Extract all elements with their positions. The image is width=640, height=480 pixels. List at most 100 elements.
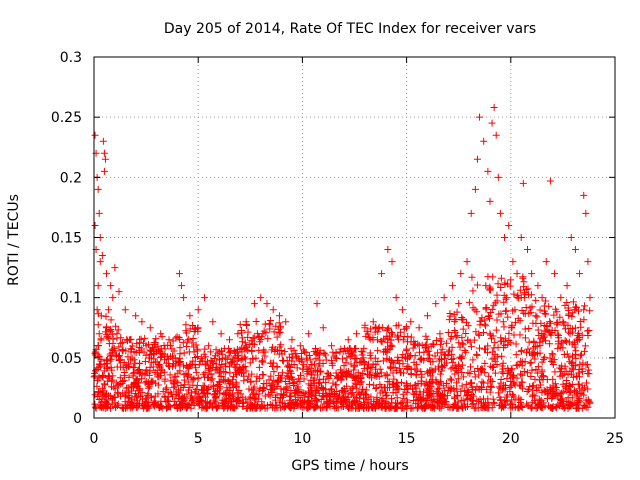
data-point — [304, 404, 312, 412]
data-point — [359, 354, 367, 362]
data-point — [500, 323, 508, 331]
data-point — [350, 366, 358, 374]
data-point — [364, 365, 372, 373]
data-point — [99, 371, 107, 379]
data-point — [562, 397, 570, 405]
data-point — [110, 344, 118, 352]
data-point — [580, 316, 588, 324]
data-point — [261, 392, 269, 400]
data-point — [98, 395, 106, 403]
data-point — [451, 370, 459, 378]
data-point — [381, 388, 389, 396]
data-point — [186, 312, 194, 320]
data-point — [192, 368, 200, 376]
data-point — [487, 383, 495, 391]
data-point — [203, 398, 211, 406]
data-point — [557, 365, 565, 373]
data-point — [480, 403, 488, 411]
data-point — [444, 328, 452, 336]
data-point — [269, 404, 277, 412]
data-point — [472, 386, 480, 394]
data-point — [91, 131, 99, 139]
data-point — [123, 337, 131, 345]
data-point — [506, 400, 514, 408]
data-point — [310, 379, 318, 387]
data-point — [388, 356, 396, 364]
data-point — [582, 361, 590, 369]
data-point — [488, 334, 496, 342]
data-point — [426, 401, 434, 409]
data-point — [217, 373, 225, 381]
data-point — [93, 393, 101, 401]
data-point — [412, 381, 420, 389]
data-point — [119, 404, 127, 412]
data-point — [290, 382, 298, 390]
data-point — [308, 360, 316, 368]
data-point — [481, 359, 489, 367]
data-point — [253, 330, 261, 338]
data-point — [449, 364, 457, 372]
data-point — [372, 361, 380, 369]
data-point — [200, 373, 208, 381]
data-point — [348, 400, 356, 408]
data-point — [103, 270, 111, 278]
data-point — [407, 365, 415, 373]
data-point — [459, 325, 467, 333]
data-point — [201, 369, 209, 377]
data-point — [284, 369, 292, 377]
data-point — [149, 363, 157, 371]
data-point — [383, 327, 391, 335]
data-point — [249, 385, 257, 393]
data-point — [185, 348, 193, 356]
data-point — [548, 350, 556, 358]
data-point — [476, 344, 484, 352]
data-point — [480, 379, 488, 387]
data-point — [313, 348, 321, 356]
data-point — [481, 320, 489, 328]
data-point — [510, 331, 518, 339]
data-point — [464, 322, 472, 330]
data-point — [471, 185, 479, 193]
data-point — [425, 347, 433, 355]
data-point — [384, 246, 392, 254]
data-point — [290, 404, 298, 412]
data-point — [566, 401, 574, 409]
data-point — [547, 388, 555, 396]
data-point — [101, 381, 109, 389]
data-point — [269, 385, 277, 393]
data-point — [364, 330, 372, 338]
data-point — [138, 370, 146, 378]
data-point — [288, 336, 296, 344]
data-point — [228, 359, 236, 367]
data-point — [526, 348, 534, 356]
data-point — [576, 385, 584, 393]
data-point — [169, 337, 177, 345]
data-point — [527, 373, 535, 381]
data-point — [140, 404, 148, 412]
data-point — [490, 104, 498, 112]
data-point — [123, 335, 131, 343]
data-point — [561, 403, 569, 411]
data-point — [506, 282, 514, 290]
data-point — [476, 113, 484, 121]
data-point — [377, 337, 385, 345]
data-point — [286, 403, 294, 411]
data-point — [366, 335, 374, 343]
data-point — [584, 385, 592, 393]
data-point — [478, 314, 486, 322]
data-point — [552, 403, 560, 411]
data-point — [102, 323, 110, 331]
data-point — [93, 377, 101, 385]
data-point — [482, 322, 490, 330]
data-point — [332, 349, 340, 357]
data-point — [255, 363, 263, 371]
data-point — [504, 341, 512, 349]
data-point — [430, 341, 438, 349]
data-point — [447, 376, 455, 384]
data-point — [229, 390, 237, 398]
data-point — [488, 364, 496, 372]
data-point — [473, 155, 481, 163]
data-point — [399, 390, 407, 398]
data-point — [586, 307, 594, 315]
data-point — [534, 363, 542, 371]
